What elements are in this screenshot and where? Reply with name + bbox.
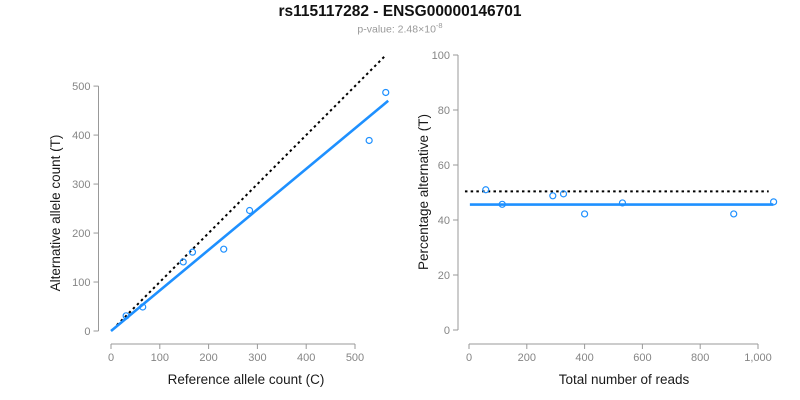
y-tick-label: 500 bbox=[72, 81, 90, 93]
data-point bbox=[122, 312, 130, 320]
data-point bbox=[580, 210, 589, 218]
y-tick-label: 40 bbox=[438, 215, 450, 227]
y-axis-title: Alternative allele count (T) bbox=[48, 135, 63, 292]
data-point bbox=[188, 248, 197, 256]
data-point bbox=[482, 186, 490, 194]
identity-line bbox=[116, 56, 385, 326]
regression-line bbox=[110, 99, 390, 333]
pvalue-exponent: -8 bbox=[435, 21, 443, 30]
plot-title: rs115117282 - ENSG00000146701 bbox=[278, 3, 522, 20]
y-tick-label: 80 bbox=[438, 105, 450, 117]
y-tick-label: 100 bbox=[72, 277, 90, 289]
x-tick-label: 400 bbox=[575, 352, 593, 364]
y-tick-label: 300 bbox=[72, 179, 90, 191]
data-point bbox=[618, 199, 627, 207]
x-axis-title: Total number of reads bbox=[559, 372, 690, 387]
x-tick-label: 100 bbox=[151, 352, 169, 364]
right-scatter-plot: 0 20 40 60 80 100 0 200 400 600 800 1,000 Total numb… bbox=[416, 50, 778, 387]
y-tick-label: 0 bbox=[444, 325, 450, 337]
x-tick-label: 0 bbox=[466, 352, 472, 364]
subtitle-pvalue: p-value: 2.48×10-8 bbox=[0, 21, 800, 36]
data-point bbox=[245, 206, 254, 215]
y-tick-label: 400 bbox=[72, 130, 90, 142]
pvalue-text: p-value: 2.48×10 bbox=[357, 23, 436, 36]
data-point bbox=[365, 136, 373, 145]
x-tick-label: 300 bbox=[248, 352, 266, 364]
x-tick-label: 0 bbox=[108, 352, 114, 364]
x-tick-label: 200 bbox=[199, 352, 217, 364]
x-axis-title: Reference allele count (C) bbox=[168, 372, 325, 387]
y-tick-label: 60 bbox=[438, 160, 450, 172]
data-point bbox=[770, 198, 778, 206]
y-axis-title: Percentage alternative (T) bbox=[416, 114, 431, 270]
data-point bbox=[179, 258, 187, 266]
data-point bbox=[559, 190, 568, 198]
x-tick-label: 200 bbox=[518, 352, 536, 364]
x-tick-label: 500 bbox=[346, 352, 364, 364]
x-tick-label: 600 bbox=[633, 352, 651, 364]
x-tick-label: 1,000 bbox=[744, 352, 772, 364]
y-tick-label: 20 bbox=[438, 270, 450, 282]
y-tick-label: 200 bbox=[72, 228, 90, 240]
x-tick-label: 800 bbox=[691, 352, 709, 364]
data-point bbox=[220, 245, 228, 253]
data-point bbox=[382, 88, 390, 97]
data-point bbox=[730, 210, 738, 218]
x-tick-label: 400 bbox=[297, 352, 315, 364]
data-point bbox=[549, 192, 557, 200]
left-scatter-plot: 0 100 200 300 400 500 0 100 200 300 400 500 Referenc… bbox=[48, 56, 390, 387]
y-tick-label: 100 bbox=[432, 50, 450, 62]
data-point bbox=[139, 303, 147, 311]
y-tick-label: 0 bbox=[84, 326, 90, 338]
data-point bbox=[498, 200, 506, 208]
